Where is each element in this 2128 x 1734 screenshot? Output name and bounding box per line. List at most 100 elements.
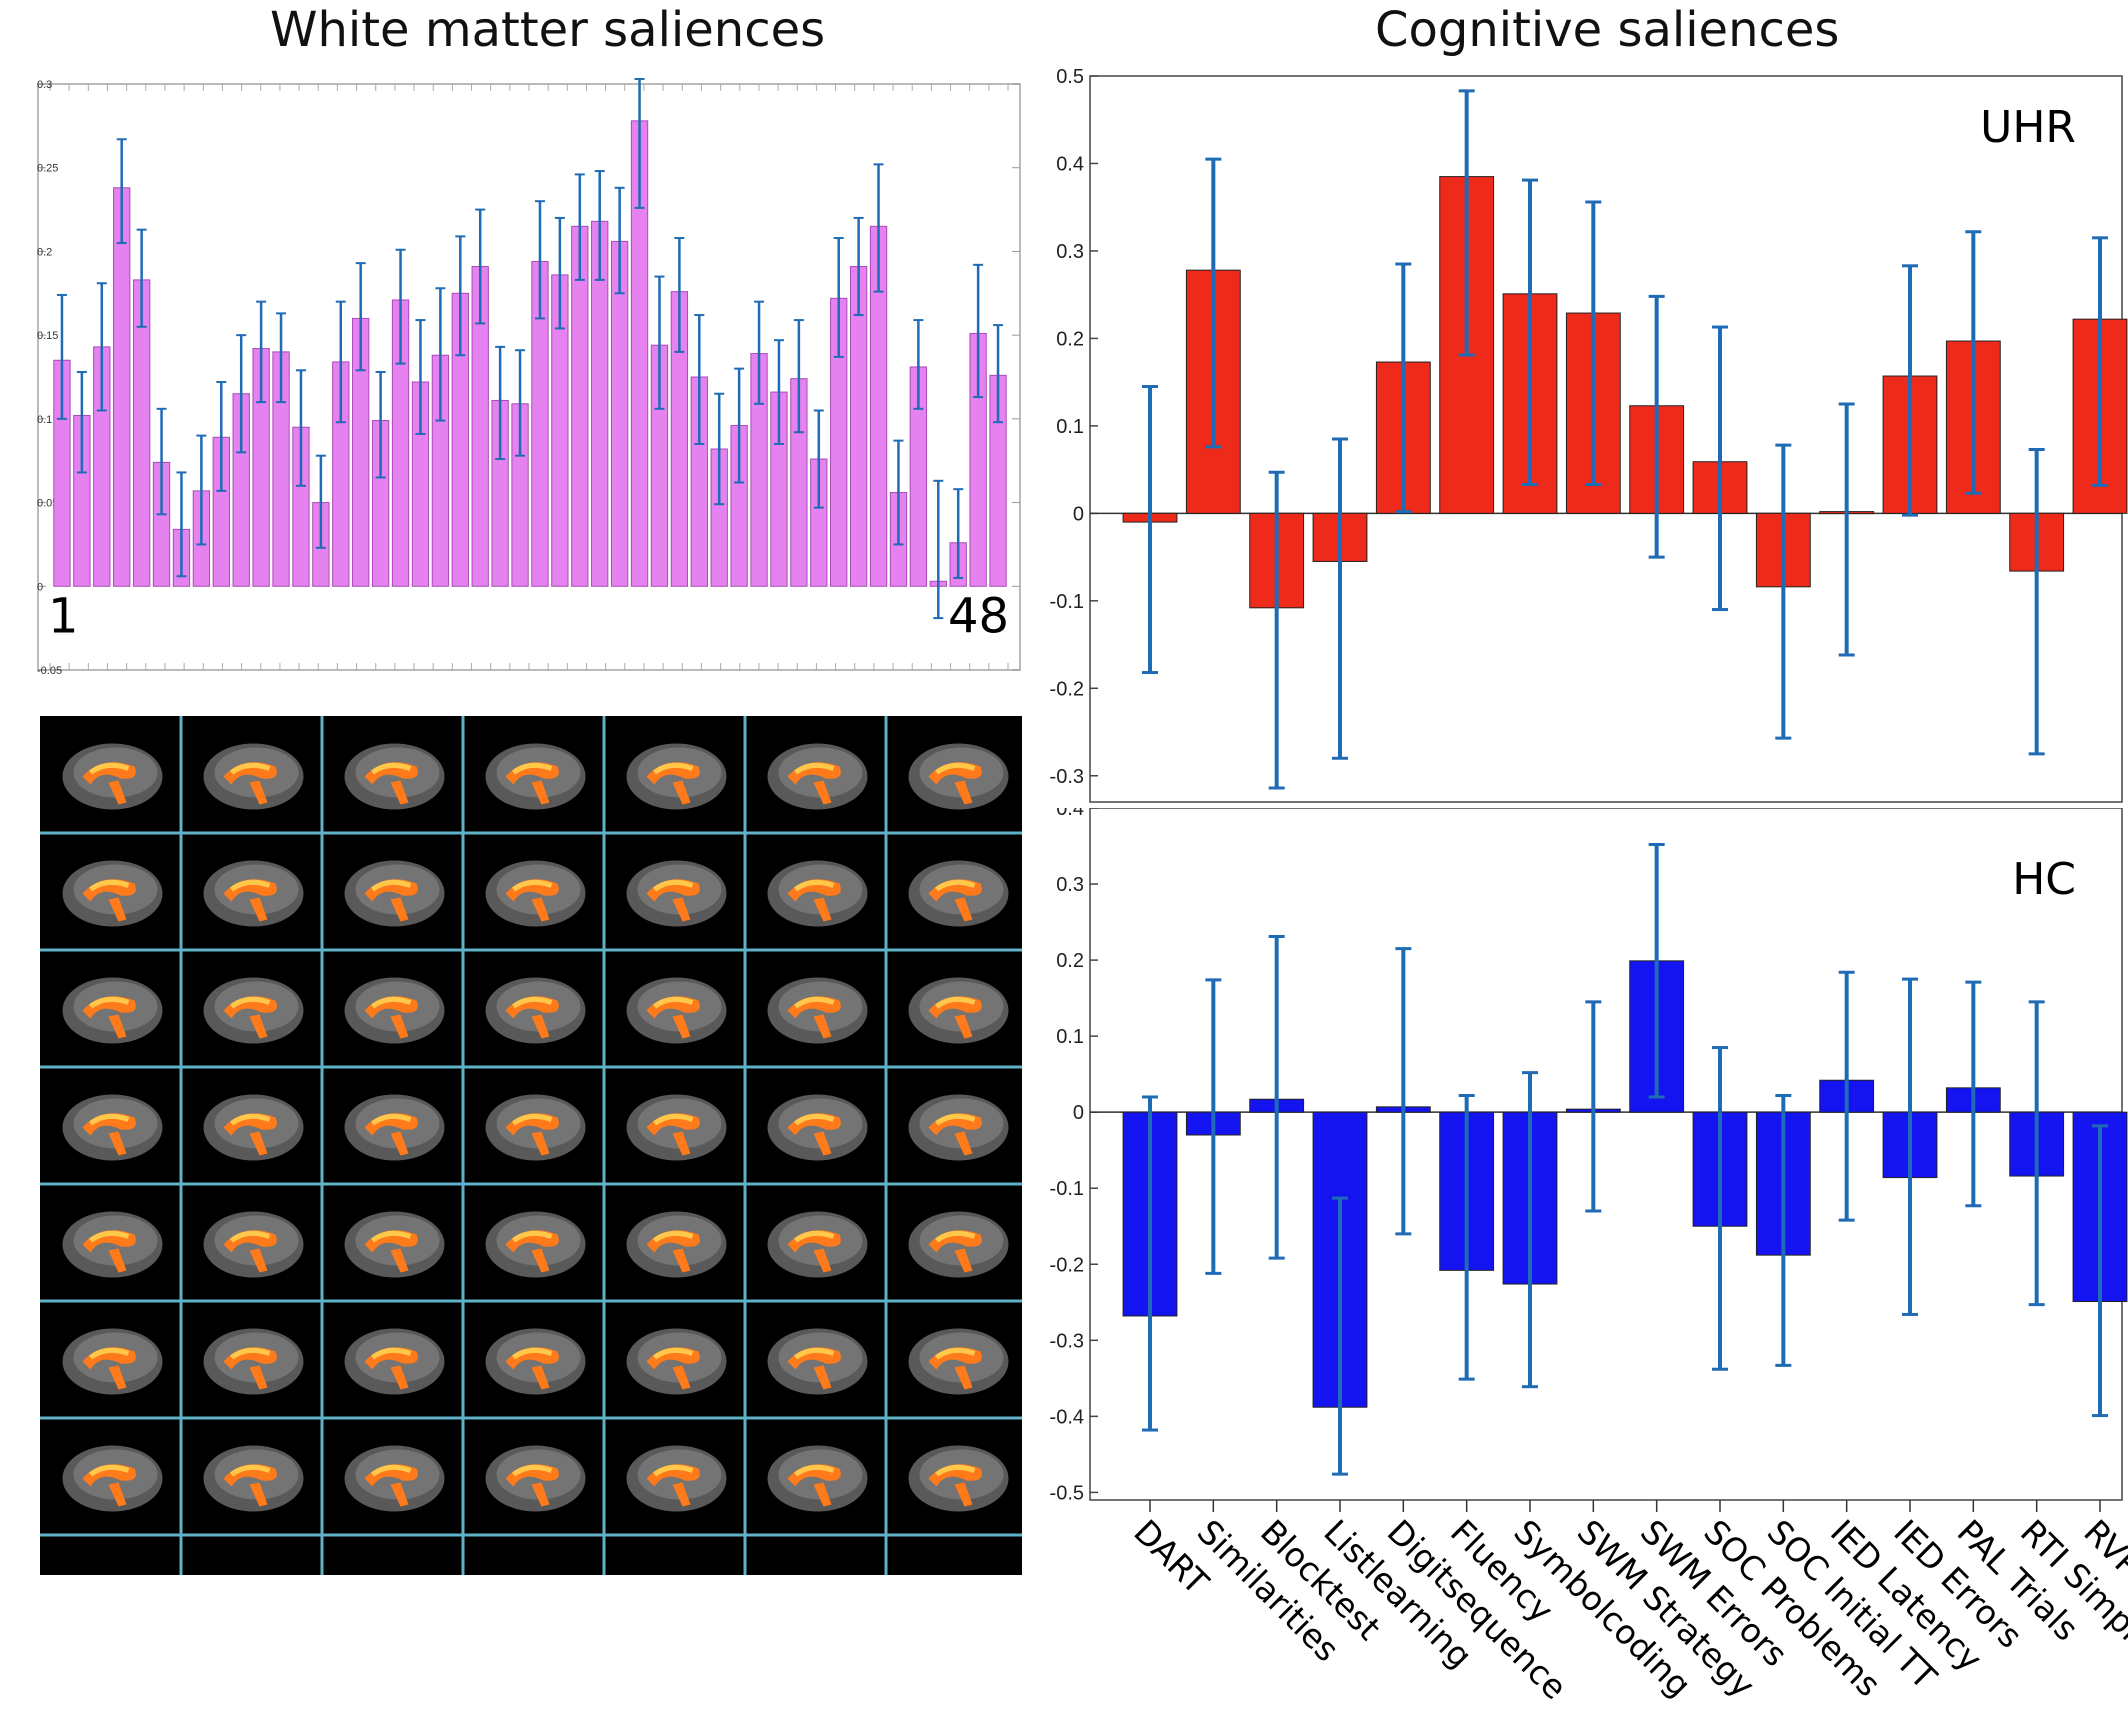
cognitive-category-labels: DARTSimilaritiesBlocktestListlearningDig…	[1126, 1500, 2128, 1707]
uhr-y-tick-label: 0.2	[1056, 328, 1084, 350]
brain-tract-core	[230, 762, 271, 775]
brain-slice	[626, 1211, 727, 1278]
brain-slice	[767, 860, 868, 927]
wm-y-tick-label: -0.05	[37, 665, 62, 677]
brain-stem-tract	[390, 1482, 409, 1507]
brain-tract-core	[935, 879, 976, 892]
brain-stem-tract	[249, 1014, 268, 1039]
brain-tract-core	[512, 879, 553, 892]
uhr-y-tick-label: 0	[1073, 503, 1084, 525]
brain-tract-core	[794, 1464, 835, 1477]
cognitive-title: Cognitive saliences	[1375, 2, 1840, 58]
brain-slice	[908, 1328, 1009, 1395]
brain-tract-core	[794, 762, 835, 775]
hc-y-tick-label: 0.2	[1056, 950, 1084, 972]
white-matter-title: White matter saliences	[270, 2, 826, 58]
wm-y-tick-label: 0.3	[37, 79, 52, 91]
brain-stem-tract	[813, 897, 832, 922]
brain-tract-core	[794, 1347, 835, 1360]
brain-stem-tract	[531, 1014, 550, 1039]
brain-stem-tract	[390, 780, 409, 805]
brain-slice	[62, 977, 163, 1044]
brain-slice	[767, 743, 868, 810]
brain-slice	[62, 743, 163, 810]
brain-slice	[344, 743, 445, 810]
brain-stem-tract	[249, 780, 268, 805]
brain-stem-tract	[954, 1131, 973, 1156]
brain-tract-core	[653, 879, 694, 892]
brain-stem-tract	[954, 897, 973, 922]
uhr-y-tick-label: -0.3	[1050, 766, 1084, 788]
brain-tract-core	[371, 879, 412, 892]
brain-tract-core	[935, 1113, 976, 1126]
brain-stem-tract	[672, 1248, 691, 1273]
brain-tract-core	[230, 1347, 271, 1360]
brain-slice	[62, 1094, 163, 1161]
brain-stem-tract	[813, 1365, 832, 1390]
brain-stem-tract	[954, 1248, 973, 1273]
brain-slice	[203, 1094, 304, 1161]
brain-slice	[485, 977, 586, 1044]
brain-tract-core	[935, 1230, 976, 1243]
brain-stem-tract	[672, 780, 691, 805]
brain-tract-core	[89, 762, 130, 775]
uhr-y-tick-label: -0.2	[1050, 678, 1084, 700]
brain-tract-core	[512, 762, 553, 775]
brain-slice	[908, 1211, 1009, 1278]
brain-stem-tract	[954, 1014, 973, 1039]
brain-stem-tract	[813, 1131, 832, 1156]
brain-tract-core	[89, 1464, 130, 1477]
hc-y-tick-label: 0	[1073, 1102, 1084, 1124]
brain-tract-core	[794, 1113, 835, 1126]
brain-stem-tract	[108, 1248, 127, 1273]
brain-tract-core	[794, 996, 835, 1009]
brain-stem-tract	[108, 1014, 127, 1039]
brain-tract-core	[230, 879, 271, 892]
brain-slice	[485, 1328, 586, 1395]
brain-slice	[344, 1445, 445, 1512]
brain-tract-core	[794, 879, 835, 892]
brain-tract-core	[230, 1464, 271, 1477]
brain-tract-core	[935, 1347, 976, 1360]
brain-tract-core	[512, 1464, 553, 1477]
brain-slice	[62, 1445, 163, 1512]
brain-slice	[626, 977, 727, 1044]
brain-slice	[485, 860, 586, 927]
uhr-bar-chart: -0.3 -0.2 -0.1 0 0.1 0.2 0.3 0.4 0.5 UHR	[1050, 66, 2128, 803]
uhr-y-tick-label: 0.1	[1056, 416, 1084, 438]
brain-slice	[908, 977, 1009, 1044]
wm-y-tick-label: 0.2	[37, 246, 52, 258]
wm-y-tick-label: 0	[37, 581, 43, 593]
brain-slice	[485, 1445, 586, 1512]
wm-start-label: 1	[48, 588, 79, 644]
brain-tract-core	[371, 1347, 412, 1360]
brain-slice	[626, 743, 727, 810]
brain-slice	[626, 1094, 727, 1161]
hc-plot-frame	[1089, 808, 2123, 1501]
hc-y-tick-label: -0.2	[1050, 1254, 1084, 1276]
brain-stem-tract	[249, 1482, 268, 1507]
brain-tract-core	[653, 1113, 694, 1126]
brain-stem-tract	[813, 1014, 832, 1039]
brain-slice	[908, 1445, 1009, 1512]
brain-tract-core	[512, 1113, 553, 1126]
brain-slice	[344, 1328, 445, 1395]
brain-slice	[203, 860, 304, 927]
brain-tract-core	[371, 1464, 412, 1477]
wm-bar	[113, 187, 131, 587]
wm-y-tick-label: 0.1	[37, 414, 52, 426]
brain-slice	[344, 860, 445, 927]
brain-slice	[203, 1445, 304, 1512]
brain-tract-core	[512, 1230, 553, 1243]
brain-slice	[767, 1445, 868, 1512]
hc-y-tick-label: 0.1	[1056, 1026, 1084, 1048]
hc-y-tick-label: 0.3	[1056, 874, 1084, 896]
brain-stem-tract	[531, 1248, 550, 1273]
brain-slice	[626, 860, 727, 927]
brain-stem-tract	[249, 1131, 268, 1156]
wm-y-tick-label: 0.25	[37, 163, 58, 175]
wm-y-tick-label: 0.15	[37, 330, 58, 342]
brain-slice	[626, 1445, 727, 1512]
brain-stem-tract	[672, 897, 691, 922]
brain-tract-core	[653, 1347, 694, 1360]
